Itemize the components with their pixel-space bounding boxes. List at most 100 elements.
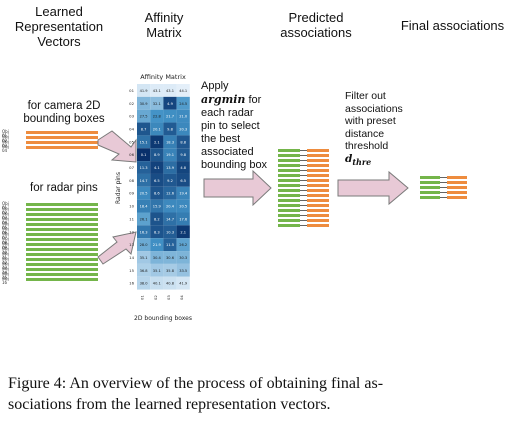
matrix-cell-value: 8.7 [141,127,147,131]
camera-object-label: Obj 02 [2,134,9,143]
predicted-radar-bar [278,199,300,202]
matrix-cell [150,251,164,264]
final-radar-bar [420,191,440,194]
predicted-camera-bar [307,159,329,162]
matrix-cell [176,263,190,277]
predicted-radar-bar [278,214,300,217]
threshold-sub: thre [352,156,372,167]
argmin-line: Apply [201,80,229,92]
matrix-cell-value: 43.1 [153,89,161,93]
matrix-cell-value: 26.1 [140,217,148,221]
matrix-cell-value: 20.5 [179,205,187,209]
final-camera-bar [447,186,467,189]
matrix-cell-value: 21.0 [179,115,188,119]
matrix-cell-value: 26.2 [179,243,187,247]
radar-object-label: Obj 09 [2,241,9,250]
matrix-cell-value: 30.9 [140,102,149,106]
matrix-y-tick: 07 [129,165,134,170]
matrix-cell-value: 44.1 [179,89,187,93]
matrix-cell-value: 22.8 [153,115,162,119]
matrix-cell [176,212,190,226]
matrix-cell [137,84,151,97]
matrix-cell [150,263,164,277]
matrix-x-tick: 03 [166,295,171,300]
predicted-camera-bar [307,194,329,197]
camera-vector-bars [26,131,98,149]
matrix-cell-value: 14.7 [140,179,148,183]
radar-vector-bar [26,203,98,206]
radar-vector-bar [26,278,98,281]
matrix-cell [150,199,164,213]
radar-object-label: Obj 13 [2,261,9,270]
matrix-title: Affinity Matrix [140,73,186,81]
radar-vector-bar [26,258,98,261]
radar-vector-bar [26,223,98,226]
predicted-camera-bar [307,164,329,167]
radar-object-label: Obj 03 [2,211,9,220]
camera-label-line: for camera 2D [27,100,101,112]
final-camera-bar [447,176,467,179]
matrix-cell-value: 6.5 [154,179,160,183]
matrix-cell-value: 28.0 [140,243,149,247]
radar-vector-bar [26,218,98,221]
predicted-radar-bar [278,204,300,207]
filter-description: Filter out associations with preset dist… [345,90,403,169]
matrix-cell-value: 4.8 [180,166,186,170]
predicted-camera-bar [307,219,329,222]
radar-object-label: Obj 12 [2,256,9,265]
matrix-y-tick: 09 [129,191,134,196]
matrix-cell-value: 12.6 [166,192,175,196]
radar-vector-bar [26,233,98,236]
matrix-cell-value: 18.3 [166,140,174,144]
predicted-radar-bar [278,179,300,182]
matrix-y-tick: 05 [129,139,134,144]
predicted-radar-bar [278,224,300,227]
caption-line: Figure 4: An overview of the process of … [8,375,384,392]
matrix-x-tick: 04 [179,295,184,300]
filter-line: Filter out [345,90,386,102]
caption-line: sociations from the learned representati… [8,396,331,413]
matrix-cell [150,161,164,174]
matrix-y-tick: 16 [129,281,134,286]
header-line: Learned [35,4,83,19]
matrix-cell [163,135,177,149]
radar-object-label: Obj 14 [2,266,9,275]
matrix-y-label: Radar pins [115,172,122,204]
matrix-cell-value: 6.5 [180,179,186,183]
matrix-cell [176,251,190,264]
camera-label: for camera 2D bounding boxes [14,100,114,126]
matrix-cell [163,148,177,162]
radar-vector-bar [26,208,98,211]
matrix-cell [176,148,190,162]
matrix-cell [150,84,164,97]
camera-vector-bar [26,131,98,134]
matrix-cell [150,186,164,200]
matrix-cell-value: 19.1 [166,153,174,157]
header-final-associations: Final associations [400,18,505,33]
matrix-cell [137,135,151,149]
matrix-cell-value: 14.7 [166,217,174,221]
predicted-radar-bar [278,219,300,222]
radar-vector-bar [26,228,98,231]
matrix-y-tick: 04 [129,126,134,131]
argmin-line: pin to select [201,120,260,132]
arrow-predicted-to-final [337,170,409,206]
matrix-cell [150,173,164,187]
header-affinity-matrix: Affinity Matrix [128,10,200,40]
predicted-camera-bar [307,214,329,217]
matrix-cell-value: 10.3 [166,230,174,234]
argmin-description: Apply argmin for each radar pin to selec… [201,80,267,172]
camera-vector-bar [26,146,98,149]
matrix-cell [150,225,164,239]
radar-object-label: Obj 08 [2,236,9,245]
matrix-cell [150,135,164,149]
matrix-cell [150,238,164,252]
matrix-cell [163,212,177,226]
argmin-line: bounding box [201,159,268,171]
matrix-cell-value: 11.5 [166,243,174,247]
header-line: associations [280,25,352,40]
matrix-cell-value: 35.1 [140,256,148,260]
header-line: Affinity [144,10,184,25]
camera-label-line: bounding boxes [23,113,105,125]
